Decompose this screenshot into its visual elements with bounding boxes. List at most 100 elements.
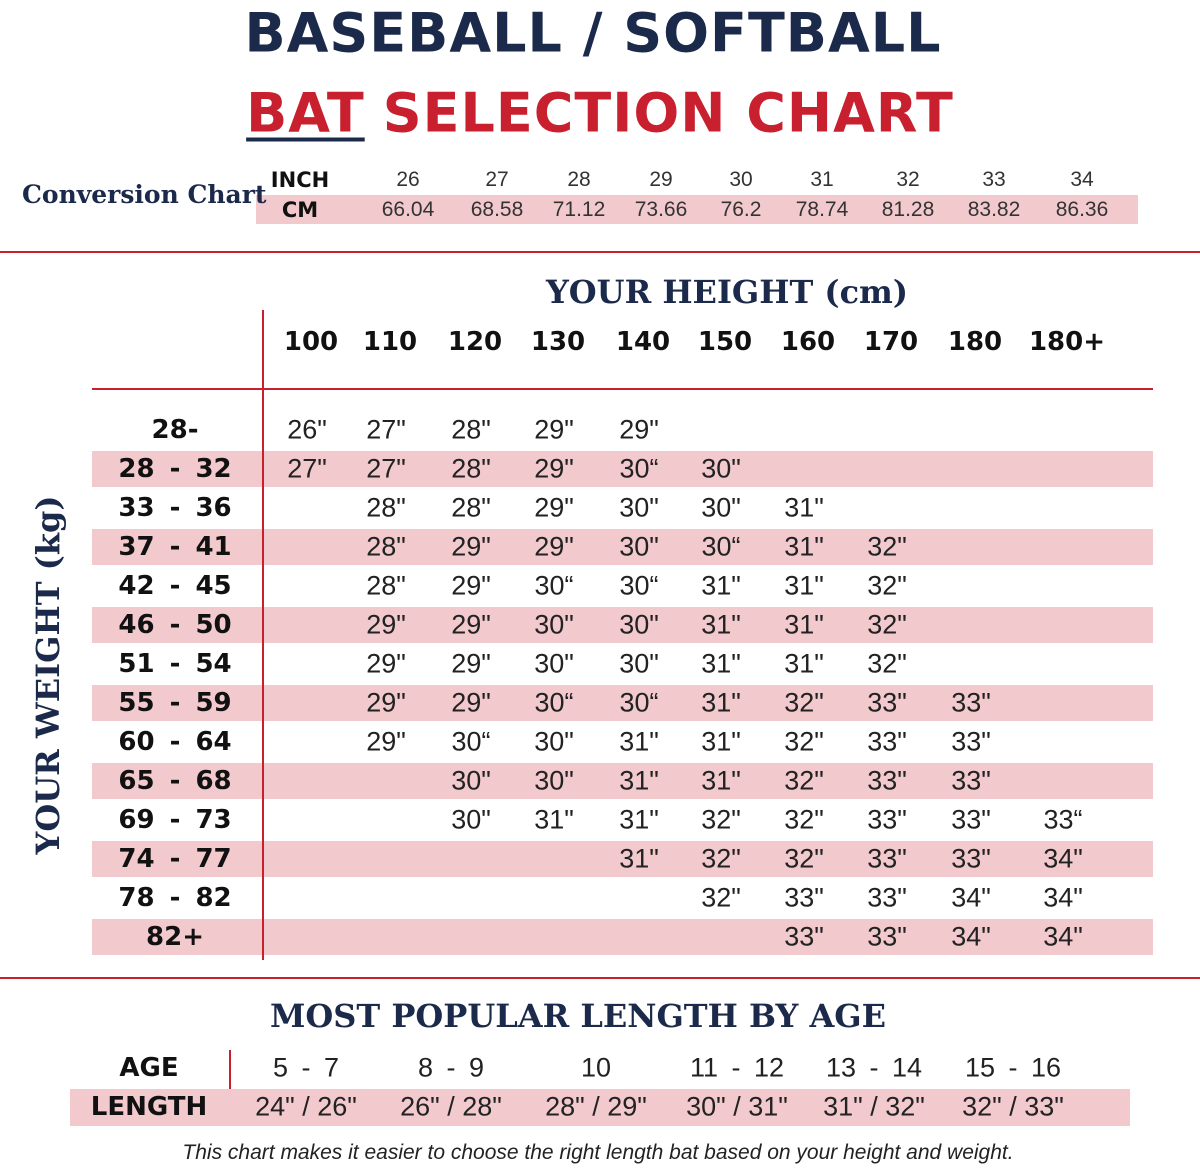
bat-length: 33" — [867, 687, 907, 718]
bat-length: 32" — [867, 570, 907, 601]
bat-length: 32" — [701, 804, 741, 835]
age-value: 13 - 14 — [825, 1052, 923, 1083]
bat-length: 31" — [701, 726, 741, 757]
length-band — [70, 1089, 1130, 1126]
bat-length: 34" — [1043, 882, 1083, 913]
inch-value: 29 — [649, 168, 673, 191]
bat-length: 32" — [867, 648, 907, 679]
bat-length: 30“ — [619, 570, 659, 601]
inch-value: 33 — [982, 168, 1006, 191]
bat-length: 30" — [619, 492, 659, 523]
weight-label: 65 - 68 — [118, 766, 232, 796]
weight-label: 42 - 45 — [118, 571, 232, 601]
bat-length: 34" — [951, 882, 991, 913]
bat-length: 31" — [701, 687, 741, 718]
cm-value: 78.74 — [795, 198, 849, 221]
bat-length: 31" — [784, 492, 824, 523]
weight-label: 33 - 36 — [118, 493, 232, 523]
row-band — [92, 607, 1153, 643]
bat-length: 33" — [784, 882, 824, 913]
bat-length: 33" — [867, 726, 907, 757]
bat-length: 26" — [287, 414, 327, 445]
row-band — [92, 919, 1153, 955]
bat-length: 27" — [287, 453, 327, 484]
bat-length: 32" — [701, 843, 741, 874]
length-label: LENGTH — [90, 1092, 208, 1122]
length-value: 30" / 31" — [686, 1091, 788, 1122]
bat-length: 29" — [451, 609, 491, 640]
age-vertical-rule — [229, 1050, 231, 1126]
divider — [0, 251, 1200, 253]
bat-length: 32" — [784, 726, 824, 757]
cm-value: 81.28 — [881, 198, 935, 221]
bat-length: 30" — [534, 765, 574, 796]
title-line1: BASEBALL / SOFTBALL — [244, 1, 942, 65]
bat-length: 33" — [867, 843, 907, 874]
age-label: AGE — [119, 1053, 179, 1083]
bat-length: 27" — [366, 453, 406, 484]
bat-length: 33" — [784, 921, 824, 952]
bat-length: 30" — [619, 648, 659, 679]
weight-label: 60 - 64 — [118, 727, 232, 757]
bat-length: 33" — [951, 726, 991, 757]
cm-value: 76.2 — [720, 198, 762, 221]
bat-length: 31" — [619, 765, 659, 796]
row-band — [92, 529, 1153, 565]
row-band — [92, 685, 1153, 721]
bat-length: 29" — [534, 414, 574, 445]
bat-length: 29" — [366, 687, 406, 718]
bat-length: 30“ — [619, 687, 659, 718]
height-column: 140 — [615, 327, 671, 357]
title-line2: BAT SELECTION CHART — [246, 82, 954, 145]
bat-length: 29" — [366, 609, 406, 640]
footer-note: This chart makes it easier to choose the… — [182, 1141, 1014, 1164]
bat-length: 31" — [784, 531, 824, 562]
bat-length: 30“ — [534, 687, 574, 718]
bat-length: 29" — [451, 687, 491, 718]
bat-length: 31" — [619, 726, 659, 757]
bat-length: 33" — [867, 765, 907, 796]
table-horizontal-rule — [92, 388, 1153, 390]
bat-length: 31" — [701, 570, 741, 601]
cm-value: 86.36 — [1055, 198, 1109, 221]
bat-length: 34" — [1043, 921, 1083, 952]
bat-length: 31" — [701, 765, 741, 796]
bat-length: 30" — [451, 804, 491, 835]
bat-length: 29" — [366, 648, 406, 679]
bat-length: 33" — [951, 765, 991, 796]
cm-value: 83.82 — [967, 198, 1021, 221]
bat-length: 31" — [784, 570, 824, 601]
inch-value: 28 — [567, 168, 591, 191]
cm-label: CM — [281, 198, 319, 222]
bat-length: 30" — [534, 609, 574, 640]
length-value: 31" / 32" — [823, 1091, 925, 1122]
weight-label: 46 - 50 — [118, 610, 232, 640]
bat-length: 29" — [366, 726, 406, 757]
weight-label: 51 - 54 — [118, 649, 232, 679]
age-value: 10 — [580, 1052, 612, 1083]
height-column: 150 — [697, 327, 753, 357]
weight-label: 55 - 59 — [118, 688, 232, 718]
bat-length: 32" — [867, 609, 907, 640]
age-value: 5 - 7 — [272, 1052, 340, 1083]
bat-length: 29" — [451, 531, 491, 562]
weight-title: YOUR WEIGHT (kg) — [29, 495, 67, 855]
bat-length: 30" — [701, 492, 741, 523]
bat-length: 33" — [867, 804, 907, 835]
weight-label: 82+ — [146, 922, 204, 952]
bat-length: 31" — [619, 804, 659, 835]
height-column: 180+ — [1028, 327, 1106, 357]
length-value: 32" / 33" — [962, 1091, 1064, 1122]
title-underlined: BAT — [246, 81, 365, 145]
bat-length: 30“ — [451, 726, 491, 757]
cm-value: 71.12 — [552, 198, 606, 221]
conversion-title: Conversion Chart — [22, 180, 267, 209]
bat-length: 33“ — [1043, 804, 1083, 835]
bat-length: 29" — [534, 531, 574, 562]
bat-length: 33" — [951, 687, 991, 718]
length-value: 24" / 26" — [255, 1091, 357, 1122]
title-rest: SELECTION CHART — [382, 81, 954, 145]
bat-length: 32" — [784, 804, 824, 835]
row-band — [92, 451, 1153, 487]
bat-length: 29" — [451, 570, 491, 601]
